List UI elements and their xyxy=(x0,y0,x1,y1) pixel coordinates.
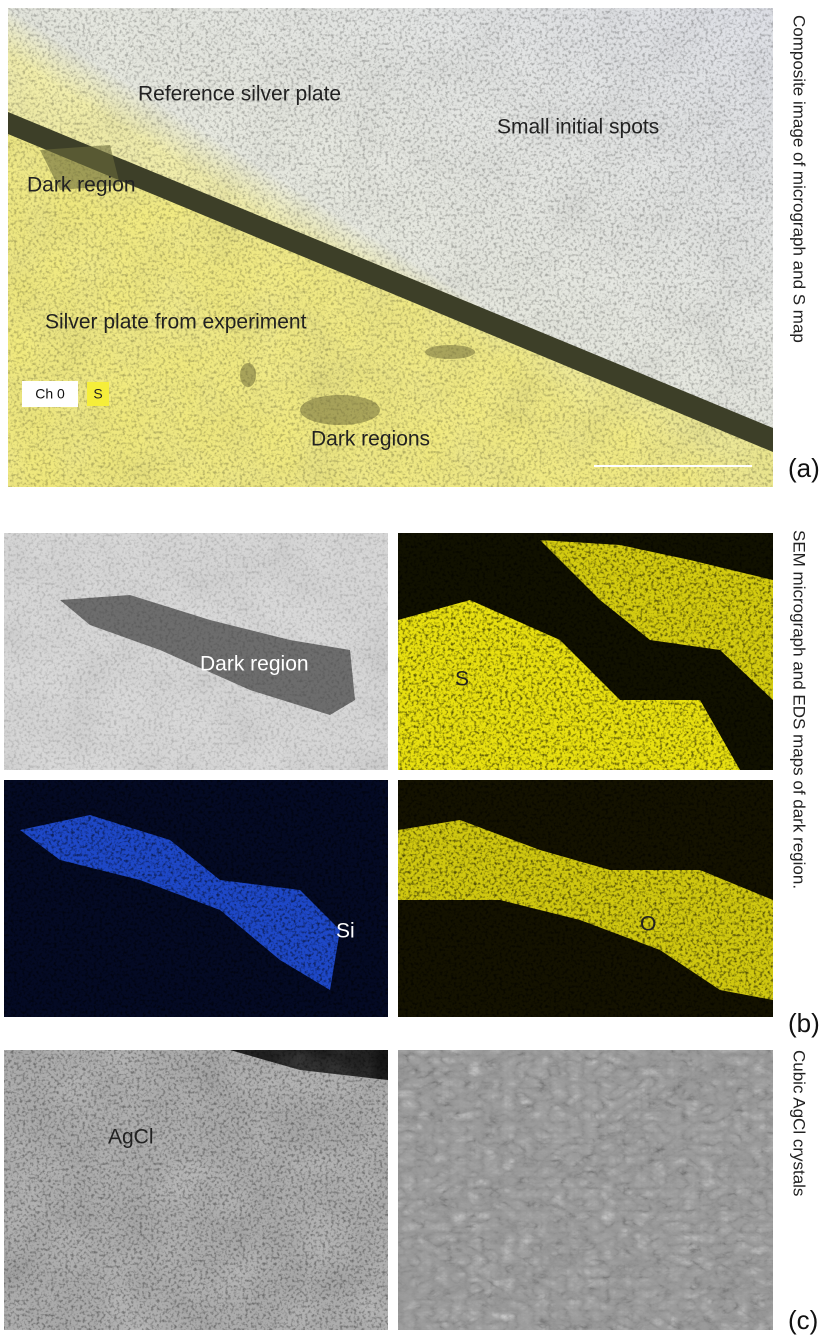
caption: SEM micrograph and EDS maps of dark regi… xyxy=(790,530,809,889)
annotation: Silver plate from experiment xyxy=(45,311,307,334)
annotation: AgCl xyxy=(108,1126,154,1149)
panel-label: (b) xyxy=(788,1008,820,1038)
sem-micrograph xyxy=(4,533,388,770)
annotation: Reference silver plate xyxy=(138,83,341,106)
legend-entry: Ch 0 xyxy=(35,386,65,402)
annotation: Dark region xyxy=(27,174,136,197)
panel-label: (a) xyxy=(788,453,820,483)
panel-label: (c) xyxy=(788,1305,818,1335)
legend-entry: S xyxy=(93,386,102,402)
annotation: Dark regions xyxy=(311,428,430,451)
annotation: Dark region xyxy=(200,653,309,676)
annotation: Si xyxy=(336,920,355,943)
annotation: S xyxy=(455,668,469,691)
eds-map-si xyxy=(4,780,388,1017)
annotation: O xyxy=(640,913,656,936)
figure: Reference silver plate Small initial spo… xyxy=(0,0,827,1338)
caption: Cubic AgCl crystals xyxy=(790,1050,809,1196)
micrograph-a xyxy=(8,8,773,487)
eds-map-o xyxy=(398,780,773,1017)
eds-map-s xyxy=(398,533,773,770)
sem-agcl-crystals xyxy=(398,1050,773,1330)
caption: Composite image of micrograph and S map xyxy=(790,15,809,343)
sem-agcl-overview xyxy=(4,1050,388,1330)
annotation: Small initial spots xyxy=(497,116,659,139)
